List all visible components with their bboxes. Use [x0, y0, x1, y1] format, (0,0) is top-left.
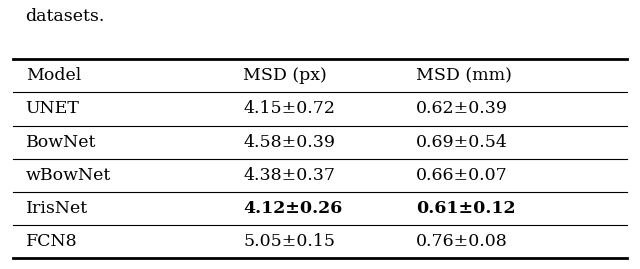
Text: datasets.: datasets. [26, 8, 105, 25]
Text: 0.62±0.39: 0.62±0.39 [416, 100, 508, 118]
Text: 4.38±0.37: 4.38±0.37 [243, 167, 335, 184]
Text: wBowNet: wBowNet [26, 167, 111, 184]
Text: Model: Model [26, 67, 81, 84]
Text: 5.05±0.15: 5.05±0.15 [243, 233, 335, 250]
Text: 0.66±0.07: 0.66±0.07 [416, 167, 508, 184]
Text: 4.58±0.39: 4.58±0.39 [243, 134, 335, 151]
Text: MSD (px): MSD (px) [243, 67, 327, 84]
Text: 0.76±0.08: 0.76±0.08 [416, 233, 508, 250]
Text: UNET: UNET [26, 100, 79, 118]
Text: MSD (mm): MSD (mm) [416, 67, 512, 84]
Text: IrisNet: IrisNet [26, 200, 88, 217]
Text: 0.61±0.12: 0.61±0.12 [416, 200, 515, 217]
Text: 0.69±0.54: 0.69±0.54 [416, 134, 508, 151]
Text: 4.15±0.72: 4.15±0.72 [243, 100, 335, 118]
Text: BowNet: BowNet [26, 134, 96, 151]
Text: FCN8: FCN8 [26, 233, 77, 250]
Text: 4.12±0.26: 4.12±0.26 [243, 200, 342, 217]
